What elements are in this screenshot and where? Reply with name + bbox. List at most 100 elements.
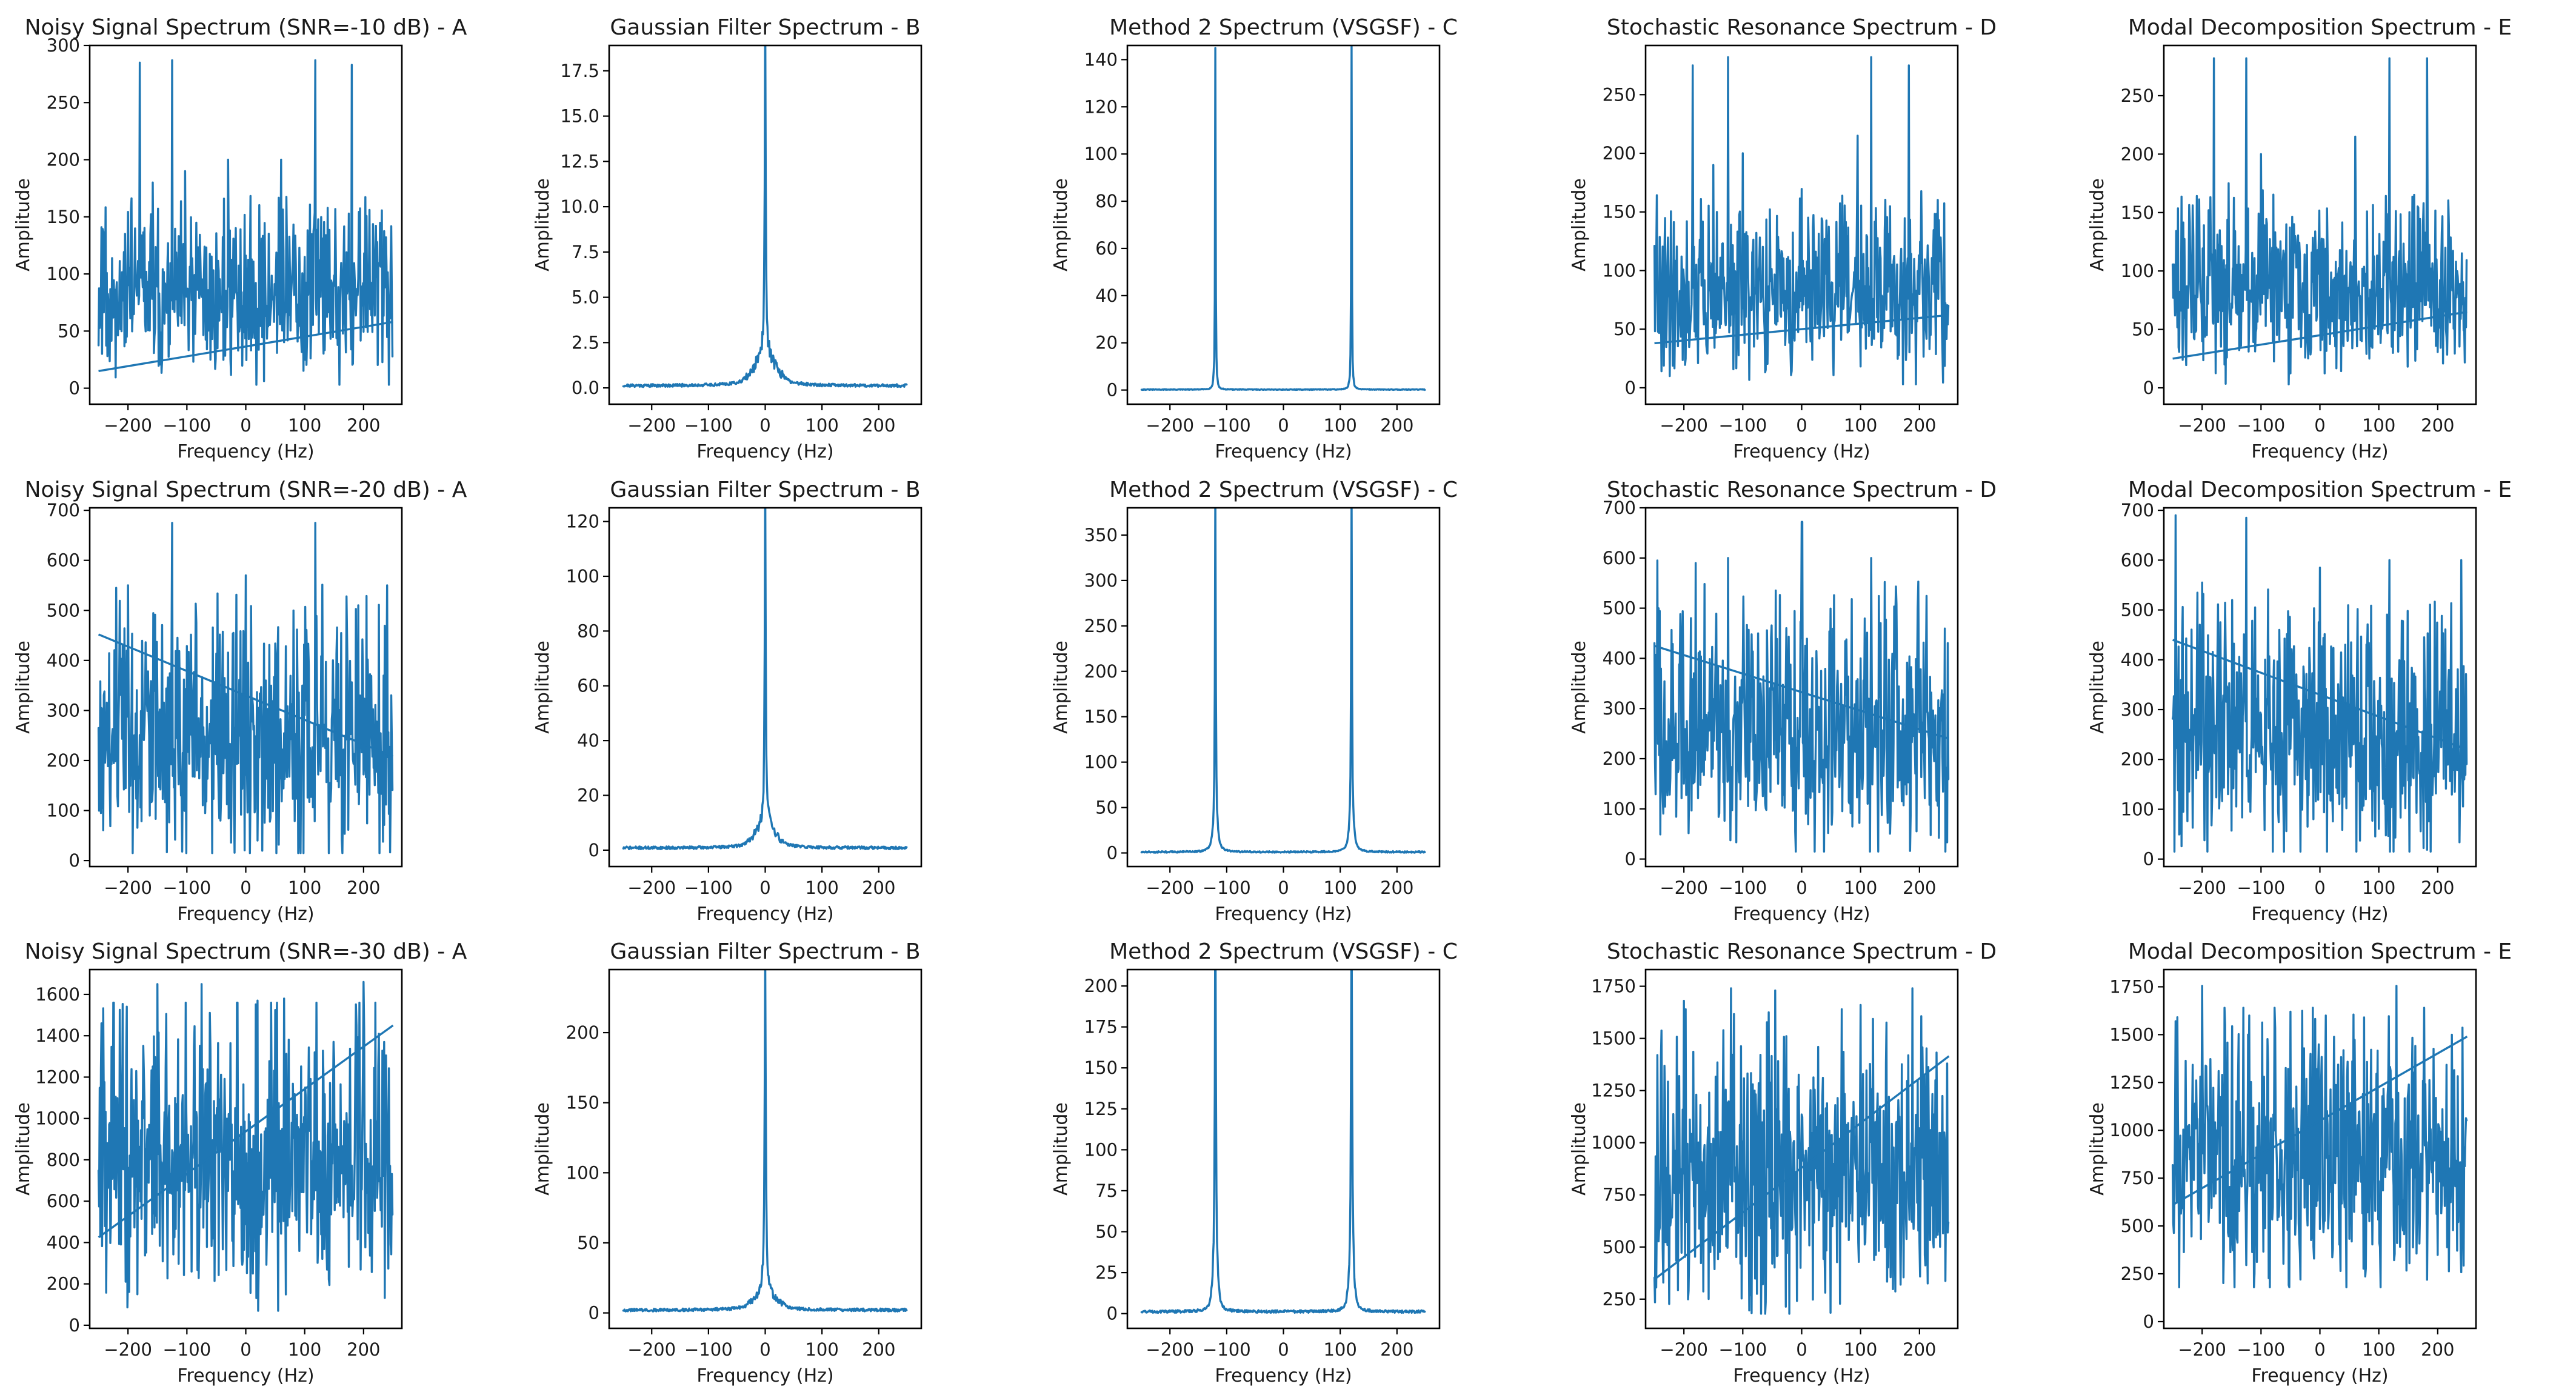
x-tick-label: −100	[2237, 877, 2286, 898]
x-tick-label: 0	[2314, 877, 2325, 898]
trend-line	[1654, 645, 1949, 740]
y-tick-label: 10.0	[560, 196, 599, 217]
y-tick-label: 2.5	[572, 332, 599, 353]
y-tick-label: 750	[2121, 1168, 2154, 1188]
trend-line	[98, 321, 393, 373]
y-tick-label: 100	[566, 566, 599, 587]
subplot-title: Method 2 Spectrum (VSGSF) - C	[1109, 478, 1458, 502]
spectrum-line	[622, 508, 908, 850]
y-tick-label: 80	[1095, 191, 1118, 211]
x-tick-label: 100	[1323, 877, 1356, 898]
trend-line	[98, 1024, 394, 1239]
subplot-8: Method 2 Spectrum (VSGSF) - C −200 −100 0 10…	[1050, 478, 1458, 925]
x-tick-label: 200	[347, 877, 380, 898]
x-tick-label: −100	[1203, 415, 1251, 436]
spectrum-line	[2171, 514, 2468, 853]
subplot-14: Stochastic Resonance Spectrum - D −200 −10…	[1569, 939, 1997, 1387]
y-tick-label: 100	[1084, 1139, 1118, 1160]
x-tick-label: 0	[240, 415, 251, 436]
y-axis-label: Amplitude	[13, 1102, 34, 1196]
y-tick-label: 100	[1603, 260, 1636, 281]
x-tick-label: 100	[1844, 877, 1877, 898]
x-tick-label: 200	[862, 877, 895, 898]
y-tick-label: 0	[2143, 849, 2154, 870]
axes-frame	[1126, 44, 1441, 405]
x-tick-label: 100	[1323, 415, 1356, 436]
x-axis-label: Frequency (Hz)	[2251, 904, 2388, 925]
x-tick-label: 200	[2421, 415, 2454, 436]
x-tick-label: 100	[1323, 1339, 1356, 1360]
spectrum-line	[97, 980, 394, 1312]
y-tick-label: 250	[47, 92, 80, 113]
spectrum-line	[2171, 985, 2468, 1288]
x-tick-label: 100	[1844, 1339, 1877, 1360]
y-tick-label: 700	[2121, 500, 2154, 521]
axes-frame	[1126, 507, 1441, 868]
y-tick-label: 15.0	[560, 106, 599, 127]
x-tick-label: 0	[1796, 877, 1807, 898]
trend-line	[2172, 310, 2468, 360]
x-tick-label: −200	[1146, 877, 1194, 898]
y-tick-label: 750	[1603, 1185, 1636, 1205]
y-tick-label: 80	[577, 621, 599, 641]
x-tick-label: −200	[627, 415, 676, 436]
y-tick-label: 500	[47, 600, 80, 621]
x-tick-label: 200	[1380, 415, 1413, 436]
y-tick-label: 125	[1084, 1099, 1118, 1119]
y-tick-label: 0	[2143, 1311, 2154, 1332]
x-tick-label: 0	[1278, 415, 1289, 436]
y-tick-label: 100	[566, 1162, 599, 1183]
y-tick-label: 50	[1613, 319, 1636, 339]
trend-line	[1654, 314, 1949, 345]
y-tick-label: 0	[69, 850, 80, 871]
spectrum-line	[97, 59, 394, 386]
x-tick-label: 100	[805, 1339, 838, 1360]
x-tick-label: 200	[862, 415, 895, 436]
x-tick-label: −100	[163, 877, 212, 898]
subplot-title: Gaussian Filter Spectrum - B	[610, 478, 920, 502]
spectrum-line	[1140, 508, 1426, 854]
x-tick-label: 0	[2314, 415, 2325, 436]
y-tick-label: 200	[2121, 144, 2154, 164]
x-axis-label: Frequency (Hz)	[177, 904, 314, 925]
y-tick-label: 50	[1095, 1222, 1118, 1242]
y-tick-label: 300	[47, 35, 80, 56]
y-tick-label: 500	[1603, 1237, 1636, 1257]
subplot-11: Noisy Signal Spectrum (SNR=-30 dB) - A −2…	[13, 939, 467, 1387]
x-tick-label: −100	[1719, 415, 1767, 436]
y-tick-label: 150	[47, 207, 80, 227]
y-tick-label: 1500	[2109, 1024, 2154, 1045]
plot-area	[1653, 56, 1950, 385]
y-tick-label: 175	[1084, 1017, 1118, 1037]
y-tick-label: 200	[47, 750, 80, 771]
y-tick-label: 150	[566, 1093, 599, 1113]
x-tick-label: 200	[862, 1339, 895, 1360]
x-tick-label: −100	[163, 415, 212, 436]
x-tick-label: −200	[1660, 415, 1708, 436]
y-tick-label: 800	[47, 1150, 80, 1170]
x-tick-label: 100	[288, 877, 321, 898]
spectrum-line	[2171, 57, 2468, 385]
y-axis-label: Amplitude	[1050, 641, 1072, 734]
y-tick-label: 400	[47, 1232, 80, 1253]
x-tick-label: 200	[1380, 877, 1413, 898]
axes-frame	[1126, 968, 1441, 1330]
y-tick-label: 40	[577, 730, 599, 751]
y-axis-label: Amplitude	[2087, 178, 2108, 271]
x-tick-label: 0	[1796, 1339, 1807, 1360]
subplot-title: Method 2 Spectrum (VSGSF) - C	[1109, 15, 1458, 40]
y-tick-label: 25	[1095, 1262, 1118, 1283]
x-axis-label: Frequency (Hz)	[696, 904, 833, 925]
y-axis-label: Amplitude	[1050, 178, 1072, 271]
subplot-1: Noisy Signal Spectrum (SNR=-10 dB) - A −2…	[13, 15, 467, 462]
x-tick-label: −200	[1146, 415, 1194, 436]
x-tick-label: −200	[104, 415, 152, 436]
y-tick-label: 50	[2132, 319, 2154, 340]
x-tick-label: 100	[2362, 877, 2395, 898]
x-tick-label: 0	[240, 877, 251, 898]
spectrum-line	[1140, 45, 1426, 391]
y-tick-label: 700	[47, 500, 80, 521]
y-tick-label: 0	[69, 1315, 80, 1336]
y-tick-label: 50	[577, 1233, 599, 1253]
